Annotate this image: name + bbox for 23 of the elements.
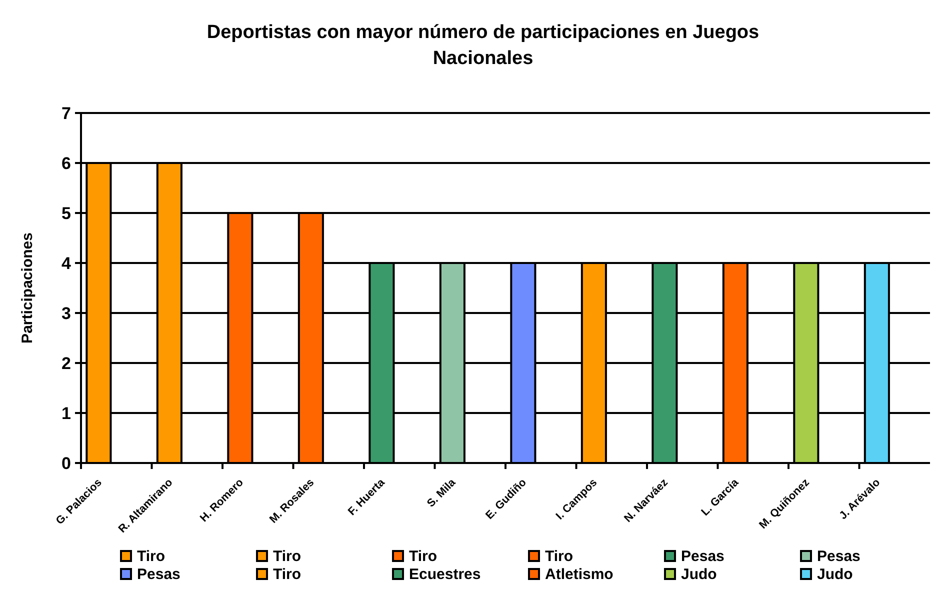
legend-label: Tiro [273, 548, 302, 565]
legend-label: Ecuestres [409, 566, 481, 583]
legend-label: Pesas [817, 548, 860, 565]
legend-label: Tiro [137, 548, 166, 565]
y-tick-label: 1 [62, 404, 71, 423]
legend-label: Tiro [545, 548, 574, 565]
legend-label: Judo [817, 566, 853, 583]
chart-title: Deportistas con mayor número de participaciones en Juegos Nacionales [206, 22, 760, 69]
x-tick-label: S. Mila [424, 476, 459, 510]
y-axis-title: Participaciones [19, 232, 36, 344]
y-tick-label: 3 [62, 304, 71, 323]
legend-label: Tiro [273, 566, 302, 583]
legend-label: Atletismo [545, 566, 614, 583]
y-tick-label: 2 [62, 354, 71, 373]
legend-label: Tiro [409, 548, 438, 565]
y-tick-label: 5 [62, 204, 71, 223]
y-tick-label: 7 [62, 104, 71, 123]
legend-label: Pesas [681, 548, 724, 565]
legend-label: Judo [681, 566, 717, 583]
y-tick-label: 4 [62, 254, 72, 273]
legend-label: Pesas [137, 566, 180, 583]
y-tick-label: 6 [62, 154, 71, 173]
y-tick-label: 0 [62, 454, 71, 473]
